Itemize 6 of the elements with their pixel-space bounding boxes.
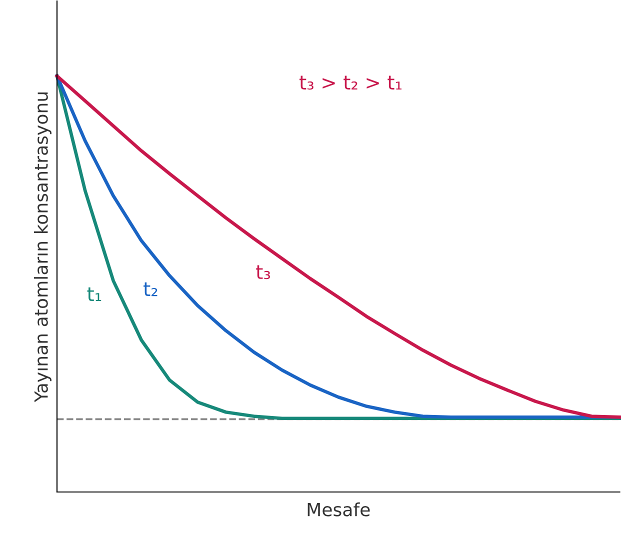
series-label: t₃ [256,265,270,280]
series-label: t₁ [87,287,102,302]
x-axis-title: Mesafe [308,502,370,516]
annotation: t₃ > t₂ > t₁ [300,76,402,90]
series-label: t₂ [144,282,158,296]
y-axis-title: Yayınan atomların konsantrasyonu [34,92,52,402]
